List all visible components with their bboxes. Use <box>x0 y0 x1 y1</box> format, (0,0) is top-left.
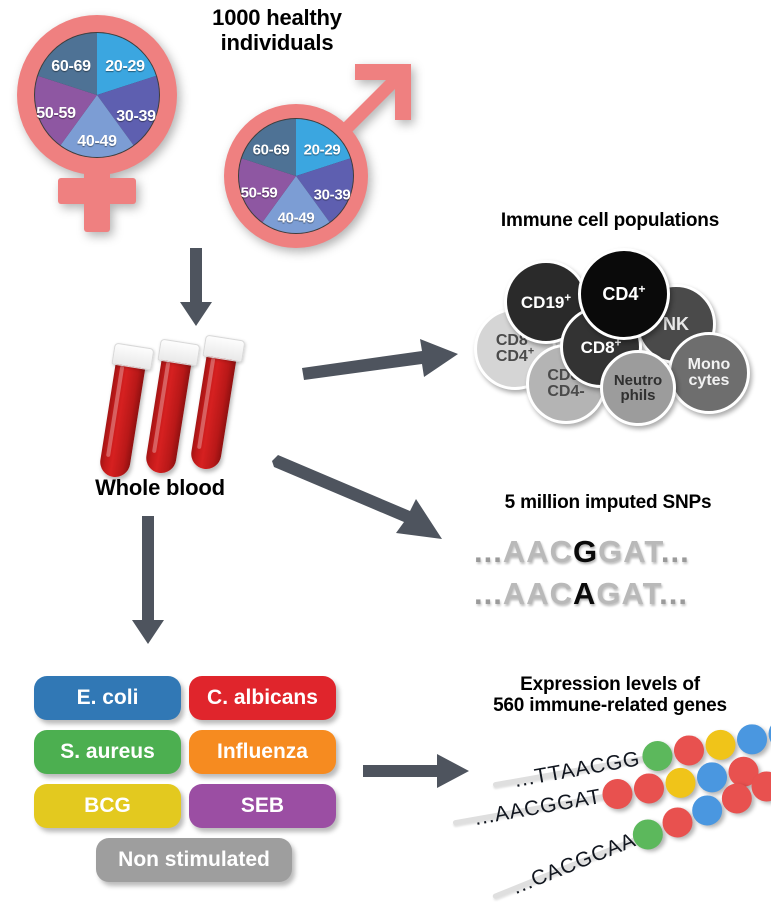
snp-variant: A <box>573 576 597 611</box>
cohort-title: 1000 healthy individuals <box>172 5 382 55</box>
stimulus-s-aureus[interactable]: S. aureus <box>34 730 181 774</box>
female-symbol: 20-29 30-39 40-49 50-59 60-69 <box>8 10 208 240</box>
arrow-blood-to-stimuli <box>132 516 164 644</box>
male-pie-label-20-29: 20-29 <box>303 141 341 159</box>
arrow-blood-to-immune <box>302 339 458 380</box>
rna-bead <box>631 771 667 806</box>
stimulus-bcg[interactable]: BCG <box>34 784 181 828</box>
stimulus-c-albicans-label: C. albicans <box>207 686 318 709</box>
expression-title: Expression levels of 560 immune-related … <box>452 674 768 717</box>
stimulus-influenza-label: Influenza <box>216 740 308 763</box>
immune-cell-cluster: CD19+ CD4+ CD8+CD4+ CD8+ NK CD8-CD4- Neu… <box>460 248 760 426</box>
immune-cell-cd4: CD4+ <box>578 248 670 340</box>
rna-bead <box>600 776 635 812</box>
snp-prefix: ... <box>474 534 503 569</box>
female-symbol-shape <box>17 15 177 232</box>
stimulus-s-aureus-label: S. aureus <box>60 740 155 763</box>
arrow-cohort-to-blood <box>180 248 212 326</box>
female-pie-label-20-29: 20-29 <box>105 58 145 75</box>
rna-sequence: ...AACGGAT <box>472 785 604 831</box>
stimuli-panel: E. coli C. albicans S. aureus Influenza … <box>34 676 344 892</box>
stimulus-influenza[interactable]: Influenza <box>189 730 336 774</box>
stimulus-c-albicans[interactable]: C. albicans <box>189 676 336 720</box>
male-pie-label-40-49: 40-49 <box>277 209 315 227</box>
male-symbol: 20-29 30-39 40-49 50-59 60-69 <box>205 64 435 262</box>
immune-cell-cd8-cd4-pos-label: CD8+CD4+ <box>495 330 535 365</box>
stimulus-bcg-label: BCG <box>84 794 131 817</box>
snp-variant: G <box>573 534 599 569</box>
snp-sequences: ...AACGGAT... ...AACAGAT... <box>470 530 760 620</box>
stimulus-e-coli-label: E. coli <box>76 686 139 709</box>
blood-tubes <box>98 334 295 480</box>
male-pie-label-50-59: 50-59 <box>240 184 278 202</box>
rna-sequence: ...CACGCAA <box>508 828 640 899</box>
rna-strands: ...TTAACGG ...AACGGAT ...CACGCAA <box>452 716 771 915</box>
rna-bead <box>734 721 770 757</box>
immune-title: Immune cell populations <box>500 210 720 231</box>
immune-cell-nk-label: NK <box>663 314 689 334</box>
snp-left: AAC <box>502 576 574 611</box>
male-age-pie <box>238 119 354 234</box>
immune-cell-cd8-label: CD8+ <box>580 336 622 357</box>
snp-prefix: ... <box>474 576 503 611</box>
immune-cell-neutrophils: Neutro phils <box>600 350 676 426</box>
snp-sequence-row: ...AACAGAT... <box>474 576 688 612</box>
male-pie-label-60-69: 60-69 <box>252 141 290 159</box>
rna-bead <box>766 716 771 752</box>
whole-blood-label: Whole blood <box>95 475 225 500</box>
stimulus-e-coli[interactable]: E. coli <box>34 676 181 720</box>
female-pie-label-30-39: 30-39 <box>116 108 156 125</box>
male-symbol-shape <box>224 64 411 248</box>
stimulus-non-stimulated-label: Non stimulated <box>118 848 270 871</box>
snp-right: GAT <box>596 576 660 611</box>
female-age-pie <box>34 33 160 157</box>
expression-title-line1: Expression levels of <box>520 674 700 695</box>
cohort-title-line1: 1000 healthy <box>212 5 342 30</box>
expression-title-line2: 560 immune-related genes <box>493 695 727 717</box>
cohort-title-line2: individuals <box>220 29 334 55</box>
female-pie-label-60-69: 60-69 <box>51 58 91 75</box>
arrow-stimuli-to-expression <box>363 754 469 788</box>
snps-title: 5 million imputed SNPs <box>504 492 712 513</box>
female-pie-label-40-49: 40-49 <box>77 133 117 150</box>
snp-suffix: ... <box>660 534 690 569</box>
stimulus-seb-label: SEB <box>240 794 285 817</box>
immune-cell-monocytes: Mono cytes <box>668 332 750 414</box>
stimulus-seb[interactable]: SEB <box>189 784 336 828</box>
rna-bead <box>663 765 698 801</box>
snp-left: AAC <box>502 534 574 569</box>
immune-cell-monocytes-label: Mono cytes <box>687 356 731 389</box>
arrow-blood-to-snps <box>272 455 442 539</box>
stimulus-non-stimulated[interactable]: Non stimulated <box>96 838 292 882</box>
immune-cell-cd19-label: CD19+ <box>520 291 572 312</box>
snp-sequence-row: ...AACGGAT... <box>474 534 690 570</box>
snp-suffix: ... <box>659 576 688 611</box>
immune-cell-cd4-label: CD4+ <box>602 282 646 304</box>
immune-cell-neutrophils-label: Neutro phils <box>613 372 663 404</box>
male-pie-label-30-39: 30-39 <box>313 186 351 204</box>
snp-right: GAT <box>598 534 661 569</box>
female-pie-label-50-59: 50-59 <box>36 105 76 122</box>
